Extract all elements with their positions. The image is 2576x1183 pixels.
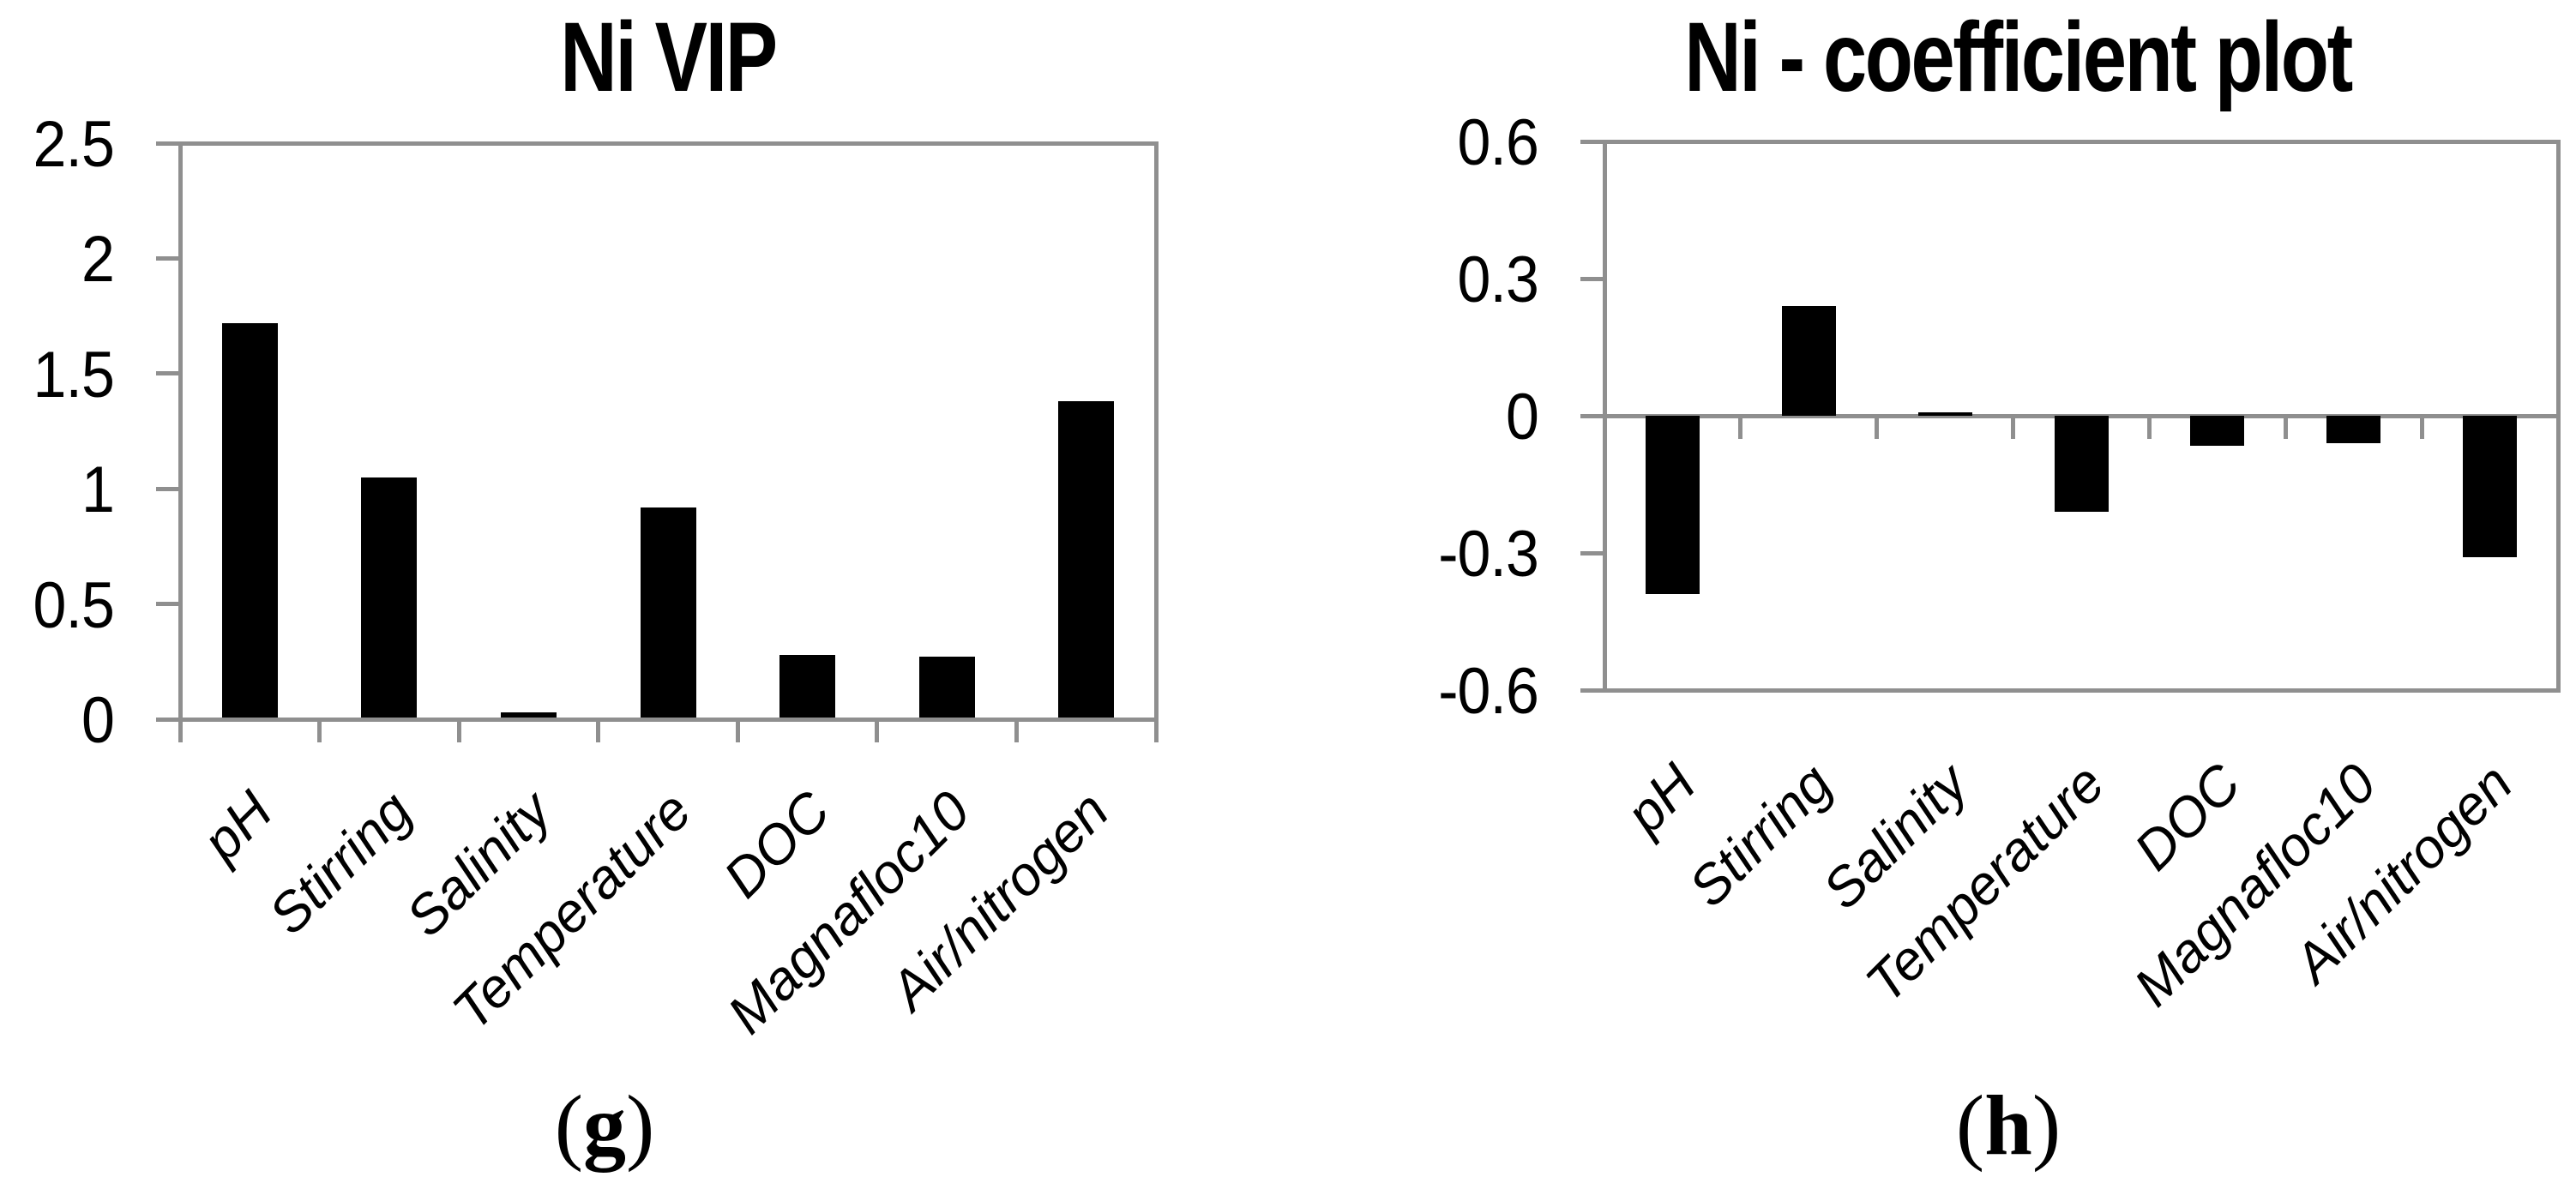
- bar-Temperature: [2054, 416, 2109, 512]
- y-tick-label: 0.3: [1457, 243, 1539, 316]
- plot-area-border: [1602, 139, 2561, 693]
- bar-Magnafloc10: [2326, 416, 2381, 443]
- chart-ni-coefficient-plot: Ni - coefficient plot -0.6 -0.3 0 0.3 0.6 pH S…: [1290, 0, 2576, 1183]
- subfigure-caption: (g): [262, 1078, 948, 1173]
- x-axis-tick: [178, 721, 183, 742]
- plot-area-border: [178, 141, 1159, 722]
- y-axis-tick: [1580, 550, 1604, 555]
- y-tick-label: 0: [81, 684, 115, 757]
- y-tick-label: 0.6: [1457, 106, 1539, 179]
- x-axis-tick: [2419, 417, 2424, 439]
- x-axis-tick: [1738, 417, 1743, 439]
- caption-paren-close: ): [2031, 1078, 2061, 1173]
- chart-ni-vip: Ni VIP 0 0.5 1 1.5 2 2.5 pH Stirring Salinity Tem…: [33, 3, 1159, 1173]
- subfigure-caption: (h): [1665, 1078, 2351, 1173]
- x-axis-tick: [596, 721, 601, 742]
- y-tick-label: 0: [1506, 381, 1539, 453]
- x-category-label: DOC: [712, 779, 842, 910]
- bar-Air/nitrogen: [1058, 401, 1115, 719]
- y-tick-label: 0.5: [33, 568, 115, 642]
- y-tick-label: 1.5: [33, 338, 115, 411]
- x-axis-tick: [2283, 417, 2288, 439]
- chart-title: Ni VIP: [560, 3, 778, 112]
- y-tick-label: -0.6: [1438, 655, 1539, 728]
- bar-Stirring: [361, 477, 418, 719]
- caption-letter: h: [1984, 1078, 2032, 1173]
- x-category-label: DOC: [2122, 752, 2252, 882]
- y-axis-tick: [156, 602, 180, 607]
- chart-title: Ni - coefficient plot: [1684, 3, 2353, 112]
- y-axis-tick: [156, 371, 180, 376]
- x-axis-tick: [875, 721, 880, 742]
- plot-area: -0.6 -0.3 0 0.3 0.6 pH Stirring Salinity Tempera…: [1290, 0, 2576, 1183]
- y-tick-label: 2: [81, 223, 115, 297]
- y-axis-tick: [1580, 276, 1604, 281]
- bar-DOC: [779, 654, 836, 719]
- bar-Salinity: [1917, 411, 1972, 416]
- x-axis-tick: [735, 721, 740, 742]
- x-axis-tick: [1014, 721, 1019, 742]
- x-axis-tick: [2555, 417, 2561, 439]
- caption-paren-open: (: [554, 1078, 583, 1173]
- caption-paren-open: (: [1955, 1078, 1985, 1173]
- y-axis-tick: [1580, 688, 1604, 693]
- x-category-label: Stirring: [1676, 752, 1844, 919]
- y-tick-label: 2.5: [33, 108, 115, 181]
- bar-pH: [221, 322, 278, 719]
- y-tick-label: 1: [81, 453, 115, 527]
- y-axis-tick: [156, 141, 180, 146]
- x-axis-tick: [1153, 721, 1159, 742]
- x-axis-tick: [2011, 417, 2016, 439]
- x-category-label: pH: [1613, 752, 1707, 845]
- x-axis-tick: [317, 721, 322, 742]
- bar-Air/nitrogen: [2463, 416, 2518, 558]
- caption-paren-close: ): [626, 1078, 655, 1173]
- bar-pH: [1645, 416, 1700, 594]
- bar-DOC: [2190, 416, 2245, 446]
- bar-Temperature: [640, 507, 696, 719]
- plot-area: 0 0.5 1 1.5 2 2.5 pH Stirring Salinity Temperatur…: [33, 108, 1159, 1045]
- x-axis-tick: [456, 721, 461, 742]
- x-category-label: Stirring: [256, 779, 424, 946]
- y-axis-tick: [156, 255, 180, 261]
- y-axis-tick: [156, 717, 180, 722]
- x-axis-tick: [2146, 417, 2152, 439]
- y-tick-label: -0.3: [1438, 518, 1539, 591]
- y-axis-tick: [156, 486, 180, 491]
- x-axis-tick: [1602, 417, 1607, 439]
- bar-Magnafloc10: [918, 657, 975, 719]
- x-axis-tick: [1875, 417, 1880, 439]
- y-axis-tick: [1580, 139, 1604, 144]
- caption-letter: g: [583, 1078, 626, 1173]
- x-category-label: pH: [190, 779, 285, 873]
- y-axis-tick: [1580, 413, 1604, 418]
- bar-Stirring: [1781, 306, 1836, 416]
- bar-Salinity: [500, 712, 557, 719]
